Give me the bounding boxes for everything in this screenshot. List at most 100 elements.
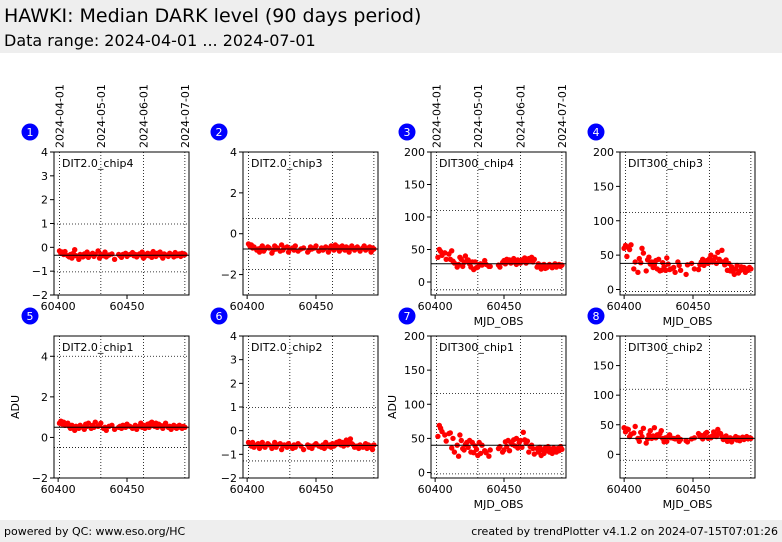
- data-point: [139, 249, 145, 255]
- data-point: [520, 429, 526, 435]
- data-point: [442, 250, 448, 256]
- x-tick-label: 60400: [418, 300, 453, 313]
- chart-panel-8: 0 50 100 150 200 60400 60450 MJD_OBS DIT300_chip…: [587, 307, 756, 511]
- x-axis-label: MJD_OBS: [663, 498, 713, 511]
- data-point: [638, 260, 644, 266]
- data-point: [636, 438, 642, 444]
- data-point: [672, 269, 678, 275]
- data-point: [92, 419, 99, 425]
- data-point: [631, 430, 637, 436]
- data-point: [455, 261, 462, 268]
- data-point: [455, 453, 462, 459]
- data-point: [111, 256, 118, 262]
- panel-label: DIT2.0_chip2: [251, 341, 322, 354]
- page-subtitle: Data range: 2024-04-01 ... 2024-07-01: [4, 31, 316, 50]
- page-title: HAWKI: Median DARK level (90 days period…: [4, 5, 422, 27]
- data-point: [719, 247, 725, 253]
- data-point: [559, 446, 565, 452]
- data-point: [168, 426, 174, 432]
- panel-label: DIT2.0_chip1: [62, 341, 133, 354]
- data-point: [256, 249, 263, 255]
- panel-number-badge: [587, 307, 605, 325]
- panel-number-badge: [210, 123, 228, 141]
- data-point: [715, 249, 721, 256]
- panel-number-badge: [21, 307, 39, 325]
- panel-number-badge: [398, 123, 416, 141]
- y-tick-label: 3: [230, 354, 237, 367]
- panel-number: 6: [216, 310, 223, 323]
- data-point: [182, 251, 188, 258]
- plot-frame: [619, 151, 756, 296]
- x-tick-label: 60450: [299, 300, 334, 313]
- data-point: [323, 244, 329, 250]
- panel-number: 7: [404, 310, 411, 323]
- data-point: [701, 262, 707, 269]
- x-tick-label: 60450: [487, 483, 522, 496]
- footer-powered-by: powered by QC: www.eso.org/HC: [4, 525, 186, 538]
- data-point: [662, 267, 669, 273]
- x-tick-label: 60450: [676, 300, 711, 313]
- data-point: [447, 430, 453, 436]
- data-point: [531, 451, 537, 457]
- data-point: [472, 259, 478, 265]
- y-tick-label: 4: [41, 146, 48, 159]
- data-point: [442, 432, 448, 438]
- header-bar: HAWKI: Median DARK level (90 days period…: [0, 0, 782, 53]
- data-point: [369, 446, 376, 453]
- y-tick-label: 50: [411, 432, 425, 445]
- y-axis-label: ADU: [386, 395, 399, 419]
- data-point: [664, 438, 670, 444]
- panel-label: DIT300_chip4: [439, 157, 514, 170]
- data-point: [435, 254, 441, 260]
- data-point: [249, 439, 256, 446]
- data-point: [451, 449, 458, 455]
- chart-panel-3: 0 50 100 150 200 60400 60450 MJD_OBS DIT300_chip…: [398, 84, 569, 328]
- x-tick-label: 60400: [41, 483, 76, 496]
- data-point: [313, 243, 319, 249]
- data-point: [559, 262, 565, 268]
- panel-number-badge: [21, 123, 39, 141]
- data-point: [524, 438, 531, 444]
- data-point: [640, 425, 647, 431]
- panel-number: 8: [593, 310, 600, 323]
- data-point: [450, 435, 456, 442]
- y-tick-label: −2: [221, 472, 237, 485]
- y-tick-label: 0: [418, 467, 425, 480]
- data-point: [517, 437, 524, 444]
- panel-number-badge: [210, 307, 228, 325]
- y-tick-label: 150: [593, 180, 614, 193]
- date-axis-label: 2024-04-01: [54, 84, 67, 148]
- date-axis-label: 2024-07-01: [179, 84, 192, 148]
- y-tick-label: −1: [221, 448, 237, 461]
- data-points: [621, 242, 754, 278]
- data-point: [708, 252, 714, 258]
- x-tick-label: 60400: [230, 483, 265, 496]
- chart-panel-4: 0 50 100 150 200 60400 60450 MJD_OBS DIT300_chip…: [587, 123, 756, 328]
- data-points: [435, 422, 565, 459]
- panel-label: DIT300_chip1: [439, 341, 514, 354]
- data-point: [639, 245, 645, 251]
- chart-panel-7: 0 50 100 150 200 60400 60450 MJD_OBS ADU DIT300_c…: [386, 307, 567, 511]
- data-point: [111, 426, 118, 432]
- panel-label: DIT2.0_chip4: [62, 157, 133, 170]
- y-tick-label: 2: [230, 187, 237, 200]
- x-tick-label: 60450: [487, 300, 522, 313]
- data-point: [506, 448, 513, 454]
- y-tick-label: 0: [230, 228, 237, 241]
- data-point: [748, 266, 754, 272]
- data-point: [683, 271, 689, 278]
- x-tick-label: 60450: [676, 483, 711, 496]
- y-tick-label: 3: [41, 170, 48, 183]
- date-axis-label: 2024-05-01: [472, 84, 485, 148]
- x-tick-label: 60450: [299, 483, 334, 496]
- chart-panel-1: −2 −1 0 1 2 3 4 60400 60450 DIT2.0_chip4 1 2024-04-…: [21, 84, 192, 313]
- y-tick-label: 150: [593, 360, 614, 373]
- x-axis-label: MJD_OBS: [474, 498, 524, 511]
- y-tick-label: 150: [404, 179, 425, 192]
- panel-number: 2: [216, 126, 223, 139]
- y-tick-label: 0: [607, 448, 614, 461]
- date-axis-label: 2024-04-01: [431, 84, 444, 148]
- data-point: [530, 445, 536, 452]
- y-tick-label: 50: [600, 249, 614, 262]
